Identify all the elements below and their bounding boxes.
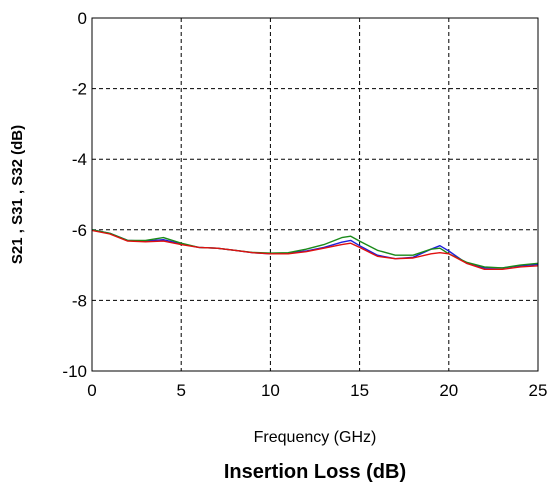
series-line-1	[91, 229, 539, 269]
x-axis-label: Frequency (GHz)	[254, 429, 377, 446]
y-tick-label: 0	[78, 9, 87, 28]
y-tick-label: -4	[72, 150, 87, 169]
series-line-3	[91, 229, 539, 270]
x-tick-label: 10	[261, 381, 280, 400]
y-tick-label: -10	[62, 362, 87, 381]
plot-frame	[91, 17, 539, 372]
x-tick-label: 15	[350, 381, 369, 400]
chart-caption: Insertion Loss (dB)	[224, 461, 406, 483]
x-tick-label: 0	[87, 381, 96, 400]
y-tick-label: -2	[72, 80, 87, 99]
y-tick-label: -6	[72, 221, 87, 240]
y-tick-label: -8	[72, 291, 87, 310]
grid	[92, 18, 538, 371]
tick-labels: 0 5 10 15 20 25 0 -2 -4 -6 -8 -10	[62, 9, 547, 400]
series-layer	[91, 229, 539, 270]
y-axis-label: S21 , S31 , S32 (dB)	[9, 125, 26, 264]
x-tick-label: 25	[529, 381, 548, 400]
x-tick-label: 20	[439, 381, 458, 400]
x-tick-label: 5	[176, 381, 185, 400]
